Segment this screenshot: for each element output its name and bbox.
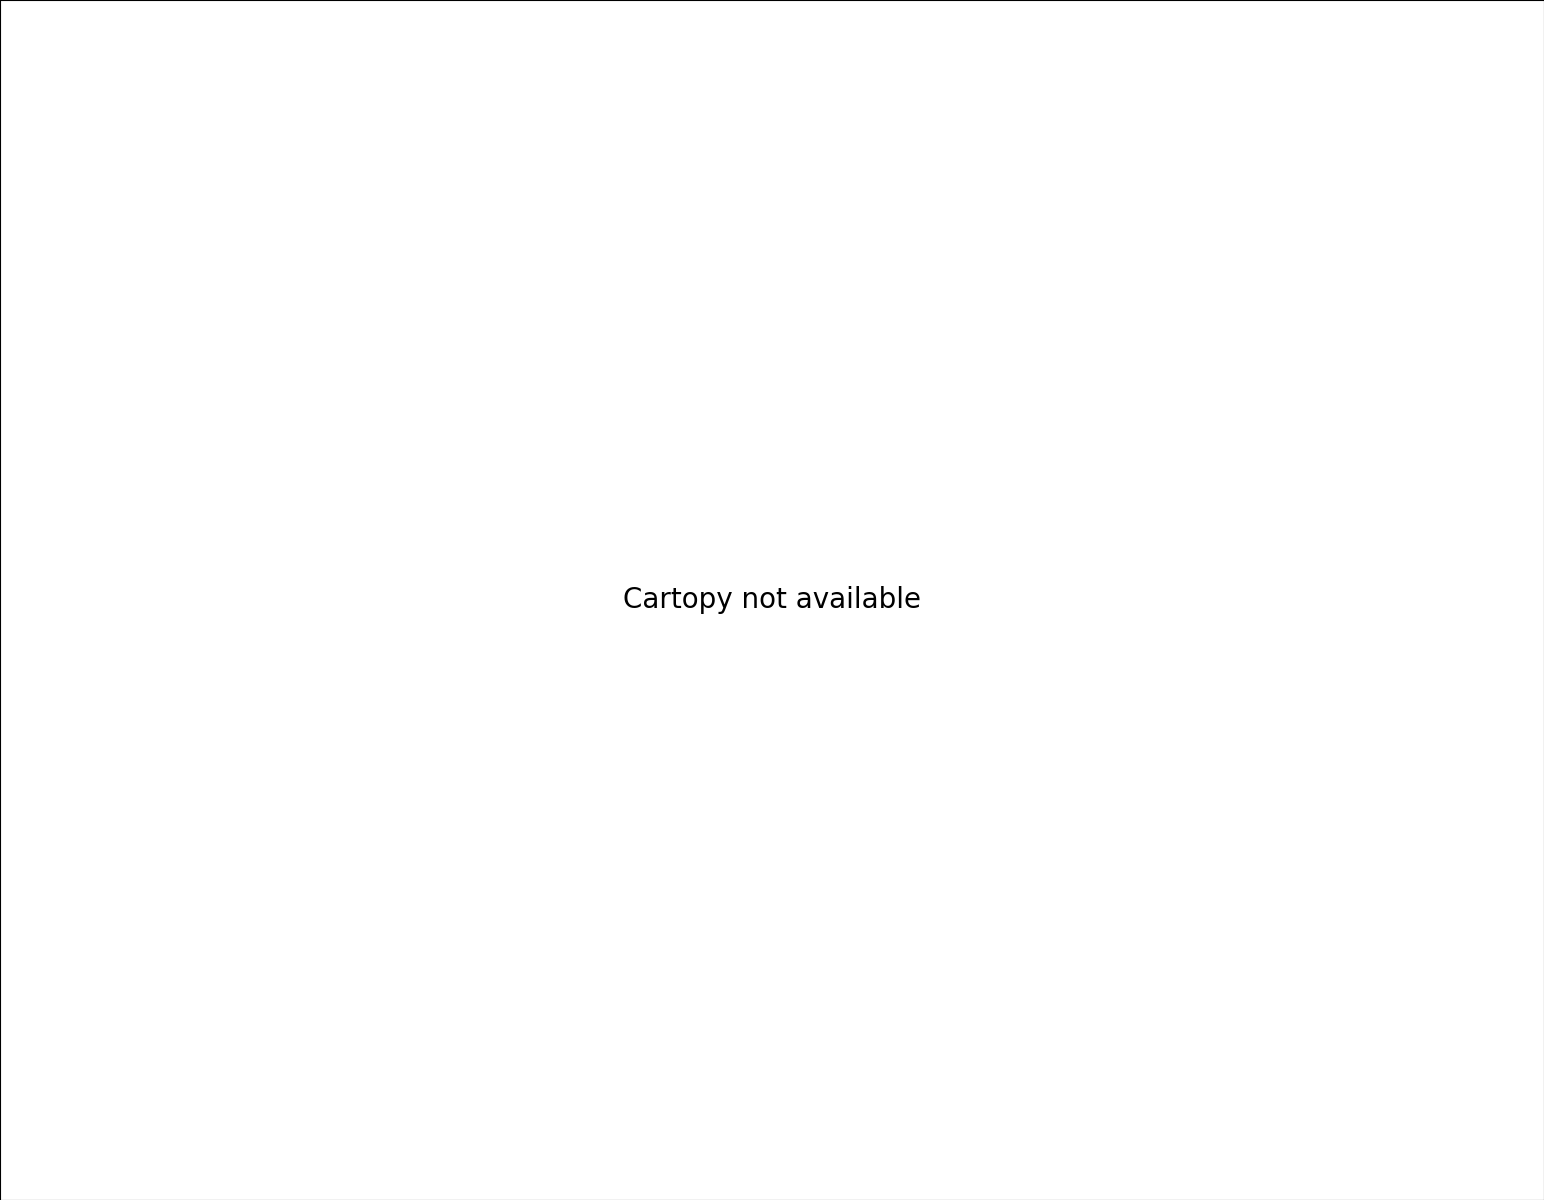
Text: Cartopy not available: Cartopy not available <box>622 586 922 614</box>
